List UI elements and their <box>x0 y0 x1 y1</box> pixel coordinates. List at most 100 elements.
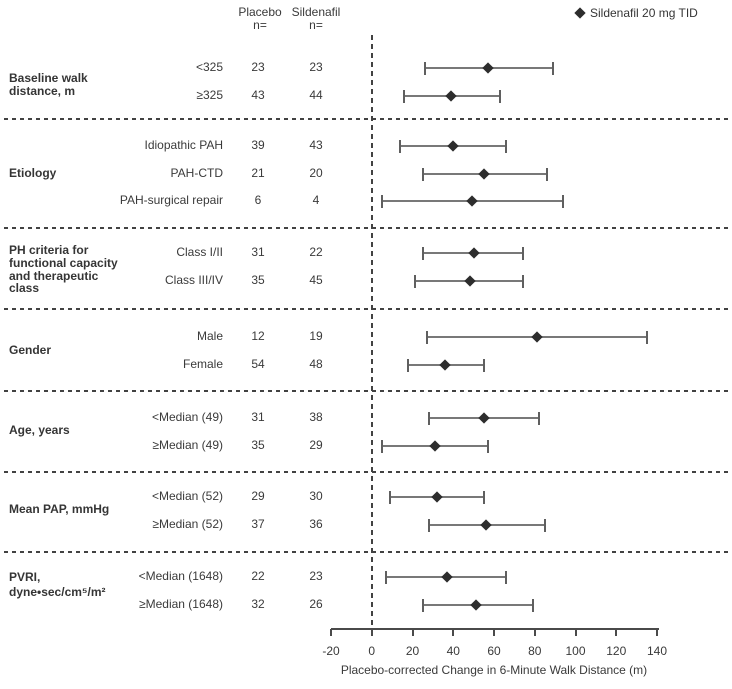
estimate-diamond <box>467 247 480 259</box>
x-axis-line <box>331 628 659 630</box>
sildenafil-n-value: 22 <box>309 245 323 259</box>
placebo-n-value: 31 <box>251 245 265 259</box>
ci-cap-right <box>552 61 555 75</box>
sildenafil-n-value: 43 <box>309 138 323 152</box>
group-label: class <box>9 281 40 296</box>
ci-cap-right <box>505 570 508 584</box>
x-axis-tick-label: 0 <box>368 644 376 658</box>
ci-cap-left <box>421 246 424 260</box>
subgroup-label: ≥Median (1648) <box>139 597 223 611</box>
ci-cap-right <box>543 518 546 532</box>
placebo-n-value: 21 <box>251 166 265 180</box>
separator-line <box>4 118 730 120</box>
ci-cap-left <box>427 411 430 425</box>
group-label: Baseline walk <box>9 71 88 85</box>
separator-line <box>4 227 730 229</box>
ci-cap-left <box>421 598 424 612</box>
estimate-diamond <box>480 519 492 531</box>
placebo-n-value: 35 <box>251 438 265 452</box>
sildenafil-n-value: 4 <box>312 193 320 207</box>
x-axis-tick-label: 20 <box>405 644 420 658</box>
x-axis-tick <box>574 629 577 636</box>
placebo-n-value: 32 <box>251 597 265 611</box>
subgroup-label: ≥325 <box>196 88 223 102</box>
sildenafil-header-label: Sildenafil <box>291 5 341 19</box>
subgroup-label: Class III/IV <box>164 273 223 287</box>
subgroup-label: Idiopathic PAH <box>144 138 224 152</box>
x-axis-tick <box>370 629 373 636</box>
ci-cap-right <box>499 89 502 103</box>
placebo-n-value: 39 <box>251 138 265 152</box>
subgroup-label: ≥Median (49) <box>152 438 223 452</box>
group-label: and therapeutic <box>9 268 99 283</box>
separator-line <box>4 308 730 310</box>
sildenafil-n-value: 44 <box>309 88 323 102</box>
subgroup-label: Class I/II <box>176 245 223 259</box>
placebo-n-value: 35 <box>251 273 265 287</box>
sildenafil-n-value: 38 <box>309 410 323 424</box>
group-label: dyne•sec/cm⁵/m² <box>9 585 106 599</box>
estimate-diamond <box>431 491 443 503</box>
group-label: Mean PAP, mmHg <box>9 502 110 516</box>
subgroup-label: Female <box>182 357 223 371</box>
sildenafil-n-value: 19 <box>309 329 323 343</box>
ci-cap-right <box>645 330 648 344</box>
ci-cap-left <box>380 194 383 208</box>
x-axis-tick <box>533 629 536 636</box>
subgroup-label: Male <box>196 329 223 343</box>
estimate-diamond <box>445 90 457 102</box>
ci-cap-left <box>425 330 428 344</box>
sildenafil-n-value: 29 <box>309 438 323 452</box>
ci-cap-left <box>407 358 410 372</box>
sildenafil-n-value: 45 <box>309 273 323 287</box>
sildenafil-n-value: 36 <box>309 517 323 531</box>
ci-cap-right <box>537 411 540 425</box>
placebo-n-value: 54 <box>251 357 265 371</box>
sildenafil-n-value: 23 <box>309 60 323 74</box>
group-label: Etiology <box>9 166 57 180</box>
placebo-n-value: 29 <box>251 489 265 503</box>
x-axis-tick <box>411 629 414 636</box>
ci-cap-right <box>562 194 565 208</box>
x-axis-tick <box>330 629 332 636</box>
placebo-n-value: 43 <box>251 88 265 102</box>
sildenafil-n-value: 48 <box>309 357 323 371</box>
placebo-n-value: 22 <box>251 569 265 583</box>
sildenafil-n-value: 23 <box>309 569 323 583</box>
estimate-diamond <box>482 62 494 74</box>
ci-cap-left <box>389 490 392 504</box>
ci-cap-left <box>385 570 387 584</box>
zero-reference-line <box>371 35 373 627</box>
placebo-n-value: 31 <box>251 410 265 424</box>
ci-cap-right <box>482 490 485 504</box>
diamond-icon <box>574 7 586 19</box>
subgroup-label: <Median (49) <box>151 410 223 424</box>
ci-cap-left <box>399 139 402 153</box>
ci-cap-right <box>482 358 485 372</box>
estimate-diamond <box>429 440 441 452</box>
subgroup-label: ≥Median (52) <box>152 517 223 531</box>
placebo-n-value: 12 <box>251 329 265 343</box>
group-label: PH criteria for <box>9 243 89 257</box>
legend: Sildenafil 20 mg TID <box>574 6 698 20</box>
separator-line <box>4 551 730 553</box>
legend-label: Sildenafil 20 mg TID <box>590 6 698 20</box>
x-axis-tick-label: 100 <box>565 644 586 658</box>
x-axis-tick-label: 60 <box>487 644 501 658</box>
x-axis-tick-label: 120 <box>606 644 627 658</box>
separator-line <box>4 390 730 392</box>
sildenafil-n-value: 26 <box>309 597 323 611</box>
ci-cap-right <box>505 139 508 153</box>
x-axis-tick-label: 40 <box>446 644 460 658</box>
ci-cap-right <box>486 439 489 453</box>
x-axis-tick <box>615 629 618 636</box>
placebo-n-label: n= <box>253 18 267 32</box>
subgroup-label: PAH-CTD <box>170 166 223 180</box>
placebo-n-value: 6 <box>254 193 262 207</box>
ci-cap-left <box>427 518 430 532</box>
placebo-n-value: 23 <box>251 60 265 74</box>
subgroup-label: <Median (1648) <box>138 569 223 583</box>
subgroup-label: <Median (52) <box>151 489 223 503</box>
x-axis-tick <box>493 629 495 636</box>
estimate-diamond <box>478 168 490 180</box>
